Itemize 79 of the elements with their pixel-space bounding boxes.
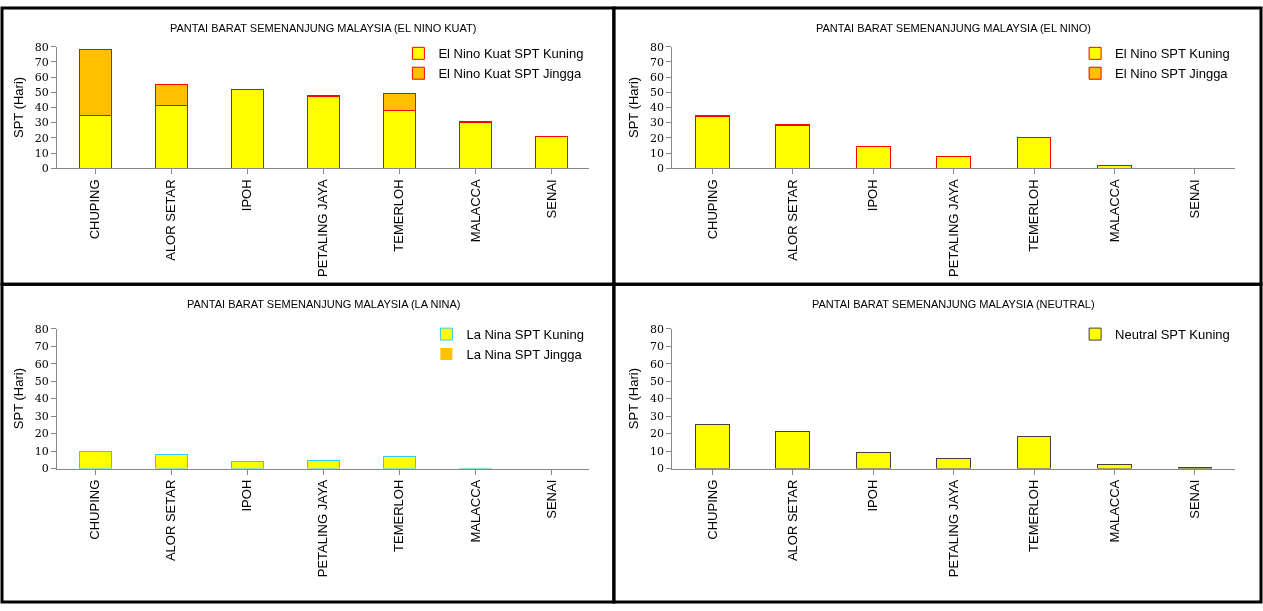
x-tick-label: IPOH [865, 479, 881, 512]
y-tick-label: 0 [656, 462, 664, 476]
legend-label: El Nino Kuat SPT Kuning [438, 46, 584, 62]
x-tick-label: ALOR SETAR [163, 479, 179, 562]
y-tick-label: 70 [34, 55, 49, 69]
y-tick-label: 10 [649, 444, 664, 458]
x-tick-label: IPOH [865, 179, 881, 212]
legend-label: El Nino Kuat SPT Jingga [438, 66, 583, 82]
x-tick-label: SENAI [543, 179, 559, 219]
x-tick-label: ALOR SETAR [163, 179, 179, 261]
y-tick-label: 30 [34, 116, 49, 130]
y-axis-title: SPT (Hari) [625, 368, 641, 430]
y-tick-label: 50 [649, 86, 664, 100]
x-tick-label: PETALING JAYA [315, 479, 331, 578]
x-tick-label: ALOR SETAR [784, 179, 800, 261]
y-tick-label: 50 [34, 374, 49, 388]
y-axis-title: SPT (Hari) [625, 76, 641, 139]
y-tick-label: 0 [656, 162, 664, 176]
y-tick-label: 80 [34, 322, 49, 336]
y-tick-label: 20 [649, 427, 664, 441]
x-tick-label: PETALING JAYA [945, 479, 961, 578]
y-axis-title: SPT (Hari) [10, 368, 26, 430]
x-tick-label: CHUPING [87, 479, 103, 540]
y-tick-label: 40 [649, 101, 664, 115]
x-tick-label: TEMERLOH [1026, 479, 1042, 552]
x-tick-label: TEMERLOH [391, 479, 407, 552]
y-tick-label: 80 [34, 40, 49, 54]
chart-title: PANTAI BARAT SEMENANJUNG MALAYSIA (EL NINO KUAT) [170, 22, 477, 34]
y-tick-label: 60 [34, 357, 49, 371]
x-tick-label: PETALING JAYA [945, 179, 961, 277]
y-tick-label: 70 [649, 55, 664, 69]
y-tick-label: 60 [34, 70, 49, 84]
x-tick-label: SENAI [543, 479, 559, 519]
y-tick-label: 20 [34, 131, 49, 145]
chart-title: PANTAI BARAT SEMENANJUNG MALAYSIA (NEUTRAL) [812, 298, 1095, 310]
y-tick-label: 0 [41, 162, 49, 176]
x-tick-label: PETALING JAYA [315, 179, 331, 277]
x-tick-label: CHUPING [87, 179, 103, 240]
y-axis-title: SPT (Hari) [10, 76, 26, 139]
x-tick-label: TEMERLOH [1026, 179, 1042, 252]
x-tick-label: IPOH [239, 479, 255, 512]
y-tick-label: 30 [649, 409, 664, 423]
x-tick-label: CHUPING [704, 479, 720, 540]
x-tick-label: CHUPING [704, 179, 720, 240]
y-tick-label: 50 [34, 86, 49, 100]
legend-label: La Nina SPT Kuning [466, 327, 584, 343]
y-tick-label: 70 [34, 340, 49, 354]
legend-label: Neutral SPT Kuning [1115, 327, 1230, 343]
x-tick-label: MALACCA [467, 179, 483, 243]
y-tick-label: 10 [649, 146, 664, 160]
legend-label: El Nino SPT Jingga [1115, 66, 1229, 82]
y-tick-label: 20 [34, 427, 49, 441]
x-tick-label: MALACCA [1106, 179, 1122, 243]
x-tick-label: SENAI [1187, 179, 1203, 219]
chart-title: PANTAI BARAT SEMENANJUNG MALAYSIA (LA NINA) [187, 298, 461, 310]
y-tick-label: 60 [649, 357, 664, 371]
x-tick-label: ALOR SETAR [784, 479, 800, 562]
y-tick-label: 50 [649, 374, 664, 388]
x-tick-label: TEMERLOH [391, 179, 407, 252]
y-tick-label: 30 [34, 409, 49, 423]
y-tick-label: 40 [34, 101, 49, 115]
y-tick-label: 40 [34, 392, 49, 406]
y-tick-label: 30 [649, 116, 664, 130]
y-tick-label: 80 [649, 322, 664, 336]
x-tick-label: MALACCA [467, 479, 483, 543]
y-tick-label: 70 [649, 340, 664, 354]
y-tick-label: 10 [34, 444, 49, 458]
x-tick-label: MALACCA [1106, 479, 1122, 543]
y-tick-label: 0 [41, 462, 49, 476]
y-tick-label: 80 [649, 40, 664, 54]
y-tick-label: 60 [649, 70, 664, 84]
y-tick-label: 10 [34, 146, 49, 160]
chart-title: PANTAI BARAT SEMENANJUNG MALAYSIA (EL NINO) [816, 22, 1091, 34]
x-tick-label: IPOH [239, 179, 255, 212]
y-tick-label: 20 [649, 131, 664, 145]
legend-label: La Nina SPT Jingga [466, 347, 583, 363]
x-tick-label: SENAI [1187, 479, 1203, 519]
y-tick-label: 40 [649, 392, 664, 406]
legend-label: El Nino SPT Kuning [1115, 46, 1230, 62]
